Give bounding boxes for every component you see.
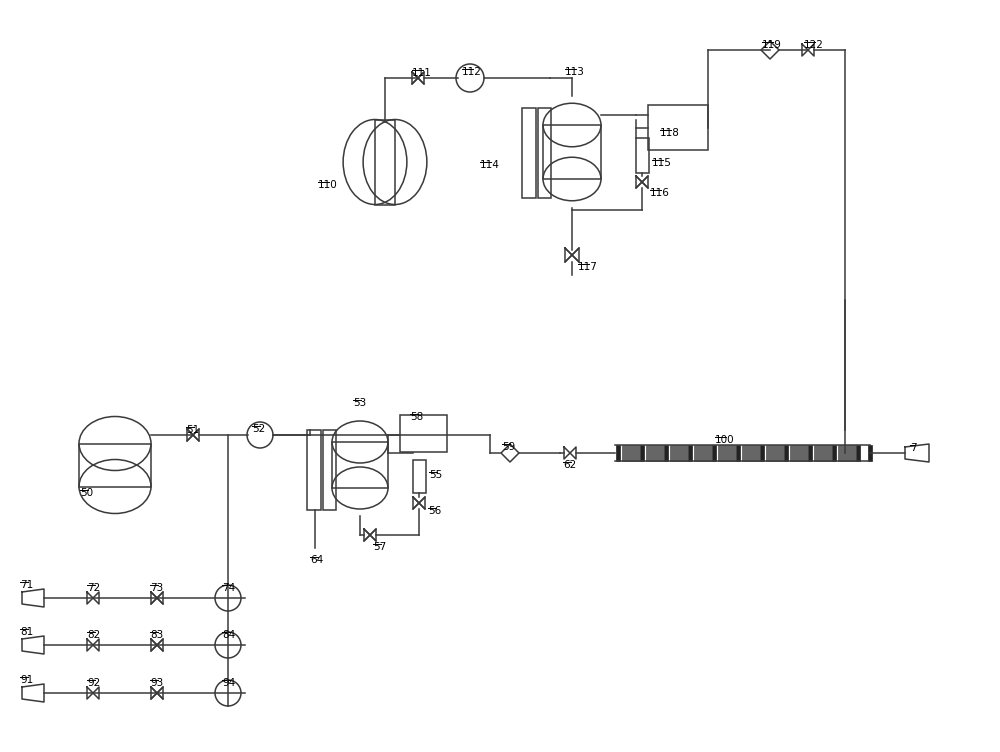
Bar [712, 445, 716, 461]
Text: 122: 122 [804, 40, 824, 50]
Text: 52: 52 [252, 424, 265, 434]
Bar [307, 430, 321, 510]
Text: 117: 117 [578, 262, 598, 272]
Text: 56: 56 [428, 506, 441, 516]
Bar [808, 445, 812, 461]
Text: 112: 112 [462, 67, 482, 77]
Text: 72: 72 [87, 583, 100, 593]
Bar [375, 120, 395, 205]
Text: 7: 7 [910, 443, 917, 453]
Text: 119: 119 [762, 40, 782, 50]
Text: 100: 100 [715, 435, 735, 445]
Text: 81: 81 [20, 627, 33, 637]
Text: 53: 53 [353, 398, 366, 408]
Text: 57: 57 [373, 542, 386, 552]
Text: 94: 94 [222, 678, 235, 688]
Text: 64: 64 [310, 555, 323, 565]
Bar [636, 138, 649, 173]
Bar [648, 105, 708, 150]
Text: 113: 113 [565, 67, 585, 77]
Bar [784, 445, 788, 461]
Text: 93: 93 [150, 678, 163, 688]
Text: 92: 92 [87, 678, 100, 688]
Text: 118: 118 [660, 128, 680, 138]
Text: 91: 91 [20, 675, 33, 685]
Bar [413, 460, 426, 493]
Bar [838, 445, 856, 461]
Bar [688, 445, 692, 461]
Bar [646, 445, 664, 461]
Bar [856, 445, 860, 461]
Bar [694, 445, 712, 461]
Bar [79, 444, 151, 487]
Bar [332, 442, 388, 488]
Text: 50: 50 [80, 488, 93, 498]
Bar [736, 445, 740, 461]
Bar [400, 415, 447, 452]
Bar [742, 445, 760, 461]
Bar [670, 445, 688, 461]
Text: 73: 73 [150, 583, 163, 593]
Text: 83: 83 [150, 630, 163, 640]
Bar [814, 445, 832, 461]
Bar [522, 108, 536, 198]
Bar [766, 445, 784, 461]
Text: 59: 59 [502, 442, 515, 452]
Bar [868, 445, 872, 461]
Bar [543, 125, 601, 179]
Bar [664, 445, 668, 461]
Bar [622, 445, 640, 461]
Text: 115: 115 [652, 158, 672, 168]
Bar [760, 445, 764, 461]
Text: 58: 58 [410, 412, 423, 422]
Bar [718, 445, 736, 461]
Bar [832, 445, 836, 461]
Bar [538, 108, 551, 198]
Text: 111: 111 [412, 68, 432, 78]
Bar [616, 445, 620, 461]
Text: 74: 74 [222, 583, 235, 593]
Text: 84: 84 [222, 630, 235, 640]
Text: 82: 82 [87, 630, 100, 640]
Text: 51: 51 [186, 425, 199, 435]
Bar [323, 430, 336, 510]
Text: 62: 62 [563, 460, 576, 470]
Bar [790, 445, 808, 461]
Text: 55: 55 [429, 470, 442, 480]
Text: 71: 71 [20, 580, 33, 590]
Bar [640, 445, 644, 461]
Text: 114: 114 [480, 160, 500, 170]
Text: 116: 116 [650, 188, 670, 198]
Text: 110: 110 [318, 180, 338, 190]
